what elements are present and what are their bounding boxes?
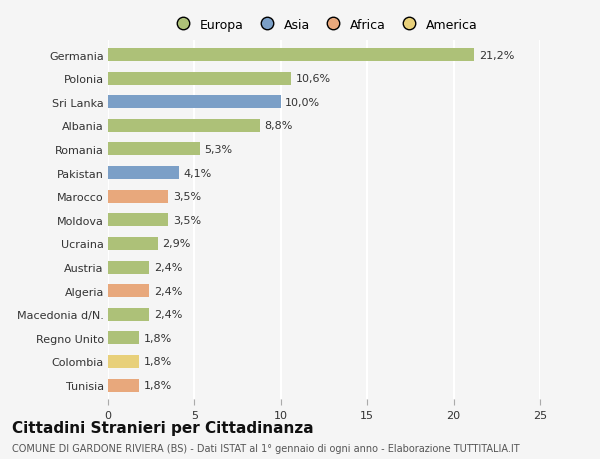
Text: 2,4%: 2,4% [154,309,182,319]
Text: 2,4%: 2,4% [154,286,182,296]
Text: COMUNE DI GARDONE RIVIERA (BS) - Dati ISTAT al 1° gennaio di ogni anno - Elabora: COMUNE DI GARDONE RIVIERA (BS) - Dati IS… [12,443,520,453]
Text: 2,9%: 2,9% [163,239,191,249]
Bar [108,261,149,274]
Bar [108,167,179,179]
Text: 10,6%: 10,6% [295,74,331,84]
Text: 5,3%: 5,3% [204,145,232,155]
Bar [108,143,200,156]
Text: 3,5%: 3,5% [173,215,201,225]
Bar [108,73,291,85]
Text: 2,4%: 2,4% [154,263,182,273]
Text: 8,8%: 8,8% [265,121,293,131]
Bar [108,285,149,297]
Bar [108,120,260,133]
Bar [108,308,149,321]
Bar [108,96,281,109]
Text: 1,8%: 1,8% [143,357,172,367]
Text: Cittadini Stranieri per Cittadinanza: Cittadini Stranieri per Cittadinanza [12,420,314,435]
Bar [108,331,139,345]
Text: 1,8%: 1,8% [143,380,172,390]
Text: 10,0%: 10,0% [285,98,320,107]
Text: 3,5%: 3,5% [173,192,201,202]
Bar [108,379,139,392]
Text: 21,2%: 21,2% [479,50,514,61]
Text: 4,1%: 4,1% [183,168,211,178]
Bar [108,190,169,203]
Bar [108,237,158,250]
Bar [108,49,475,62]
Bar [108,355,139,368]
Legend: Europa, Asia, Africa, America: Europa, Asia, Africa, America [170,18,478,32]
Bar [108,214,169,227]
Text: 1,8%: 1,8% [143,333,172,343]
